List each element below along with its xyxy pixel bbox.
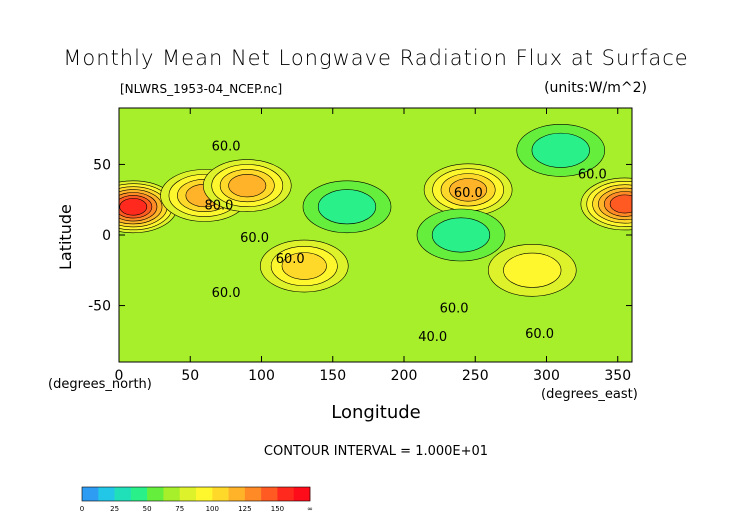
contour-label: 60.0: [212, 139, 241, 154]
x-tick-label: 200: [391, 368, 418, 384]
y-tick-label: 50: [93, 157, 111, 173]
field-feature-8: [431, 217, 491, 253]
x-tick-label: 250: [462, 368, 489, 384]
y-tick-label: 0: [102, 228, 111, 244]
contour-label: 60.0: [578, 168, 607, 183]
y-axis-label: Latitude: [56, 204, 75, 270]
field-feature-0: [119, 198, 148, 216]
x-tick-label: 50: [181, 368, 199, 384]
field-feature-6: [503, 252, 562, 288]
units-label: (units:W/m^2): [544, 80, 647, 96]
source-file-label: [NLWRS_1953-04_NCEP.nc]: [120, 82, 283, 96]
contour-label: 60.0: [276, 252, 305, 267]
chart-title: Monthly Mean Net Longwave Radiation Flux…: [63, 46, 689, 70]
field-feature-3: [281, 252, 327, 280]
x-tick-label: 350: [604, 368, 631, 384]
heatmap-field: 60.0 80.0 60.0 60.0 60.0 60.0 40.0 60.0 60.0 60.0: [119, 108, 632, 362]
x-tick-label: 100: [248, 368, 275, 384]
field-feature-2: [228, 173, 267, 198]
field-feature-7: [317, 189, 377, 225]
contour-label: 60.0: [212, 286, 241, 301]
field-feature-9: [531, 132, 590, 168]
y-units-label: (degrees_north): [48, 377, 152, 392]
y-tick-label: -50: [88, 299, 111, 315]
field-feature-5: [609, 194, 632, 214]
x-tick-label: 150: [319, 368, 346, 384]
x-units-label: (degrees_east): [541, 387, 638, 402]
contour-label: 80.0: [205, 199, 234, 214]
field-feature-4: [449, 178, 488, 202]
x-tick-label: 0: [115, 368, 124, 384]
x-tick-label: 300: [533, 368, 560, 384]
x-axis-label: Longitude: [331, 402, 421, 423]
contour-label: 60.0: [440, 302, 469, 317]
contour-label: 40.0: [418, 330, 447, 345]
contour-interval-label: CONTOUR INTERVAL = 1.000E+01: [263, 444, 489, 459]
contour-label: 60.0: [240, 231, 269, 246]
contour-label: 60.0: [454, 186, 483, 201]
contour-label: 60.0: [525, 327, 554, 342]
